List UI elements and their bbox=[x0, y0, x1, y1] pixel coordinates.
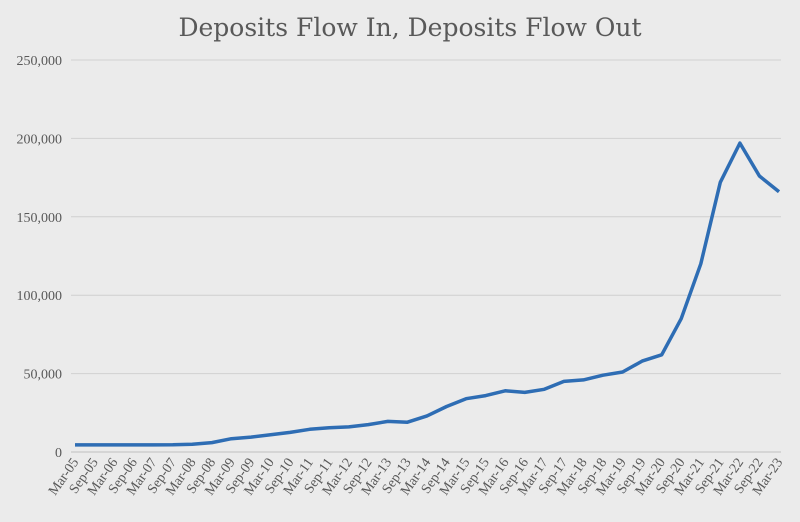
series-line-deposits bbox=[75, 141, 781, 447]
y-tick-label: 150,000 bbox=[17, 211, 63, 226]
y-tick-label: 50,000 bbox=[24, 368, 63, 383]
chart-title: Deposits Flow In, Deposits Flow Out bbox=[178, 13, 641, 42]
y-tick-label: 200,000 bbox=[17, 132, 63, 147]
y-tick-label: 250,000 bbox=[17, 54, 63, 69]
y-tick-label: 100,000 bbox=[17, 289, 63, 304]
y-tick-label: 0 bbox=[55, 446, 62, 461]
